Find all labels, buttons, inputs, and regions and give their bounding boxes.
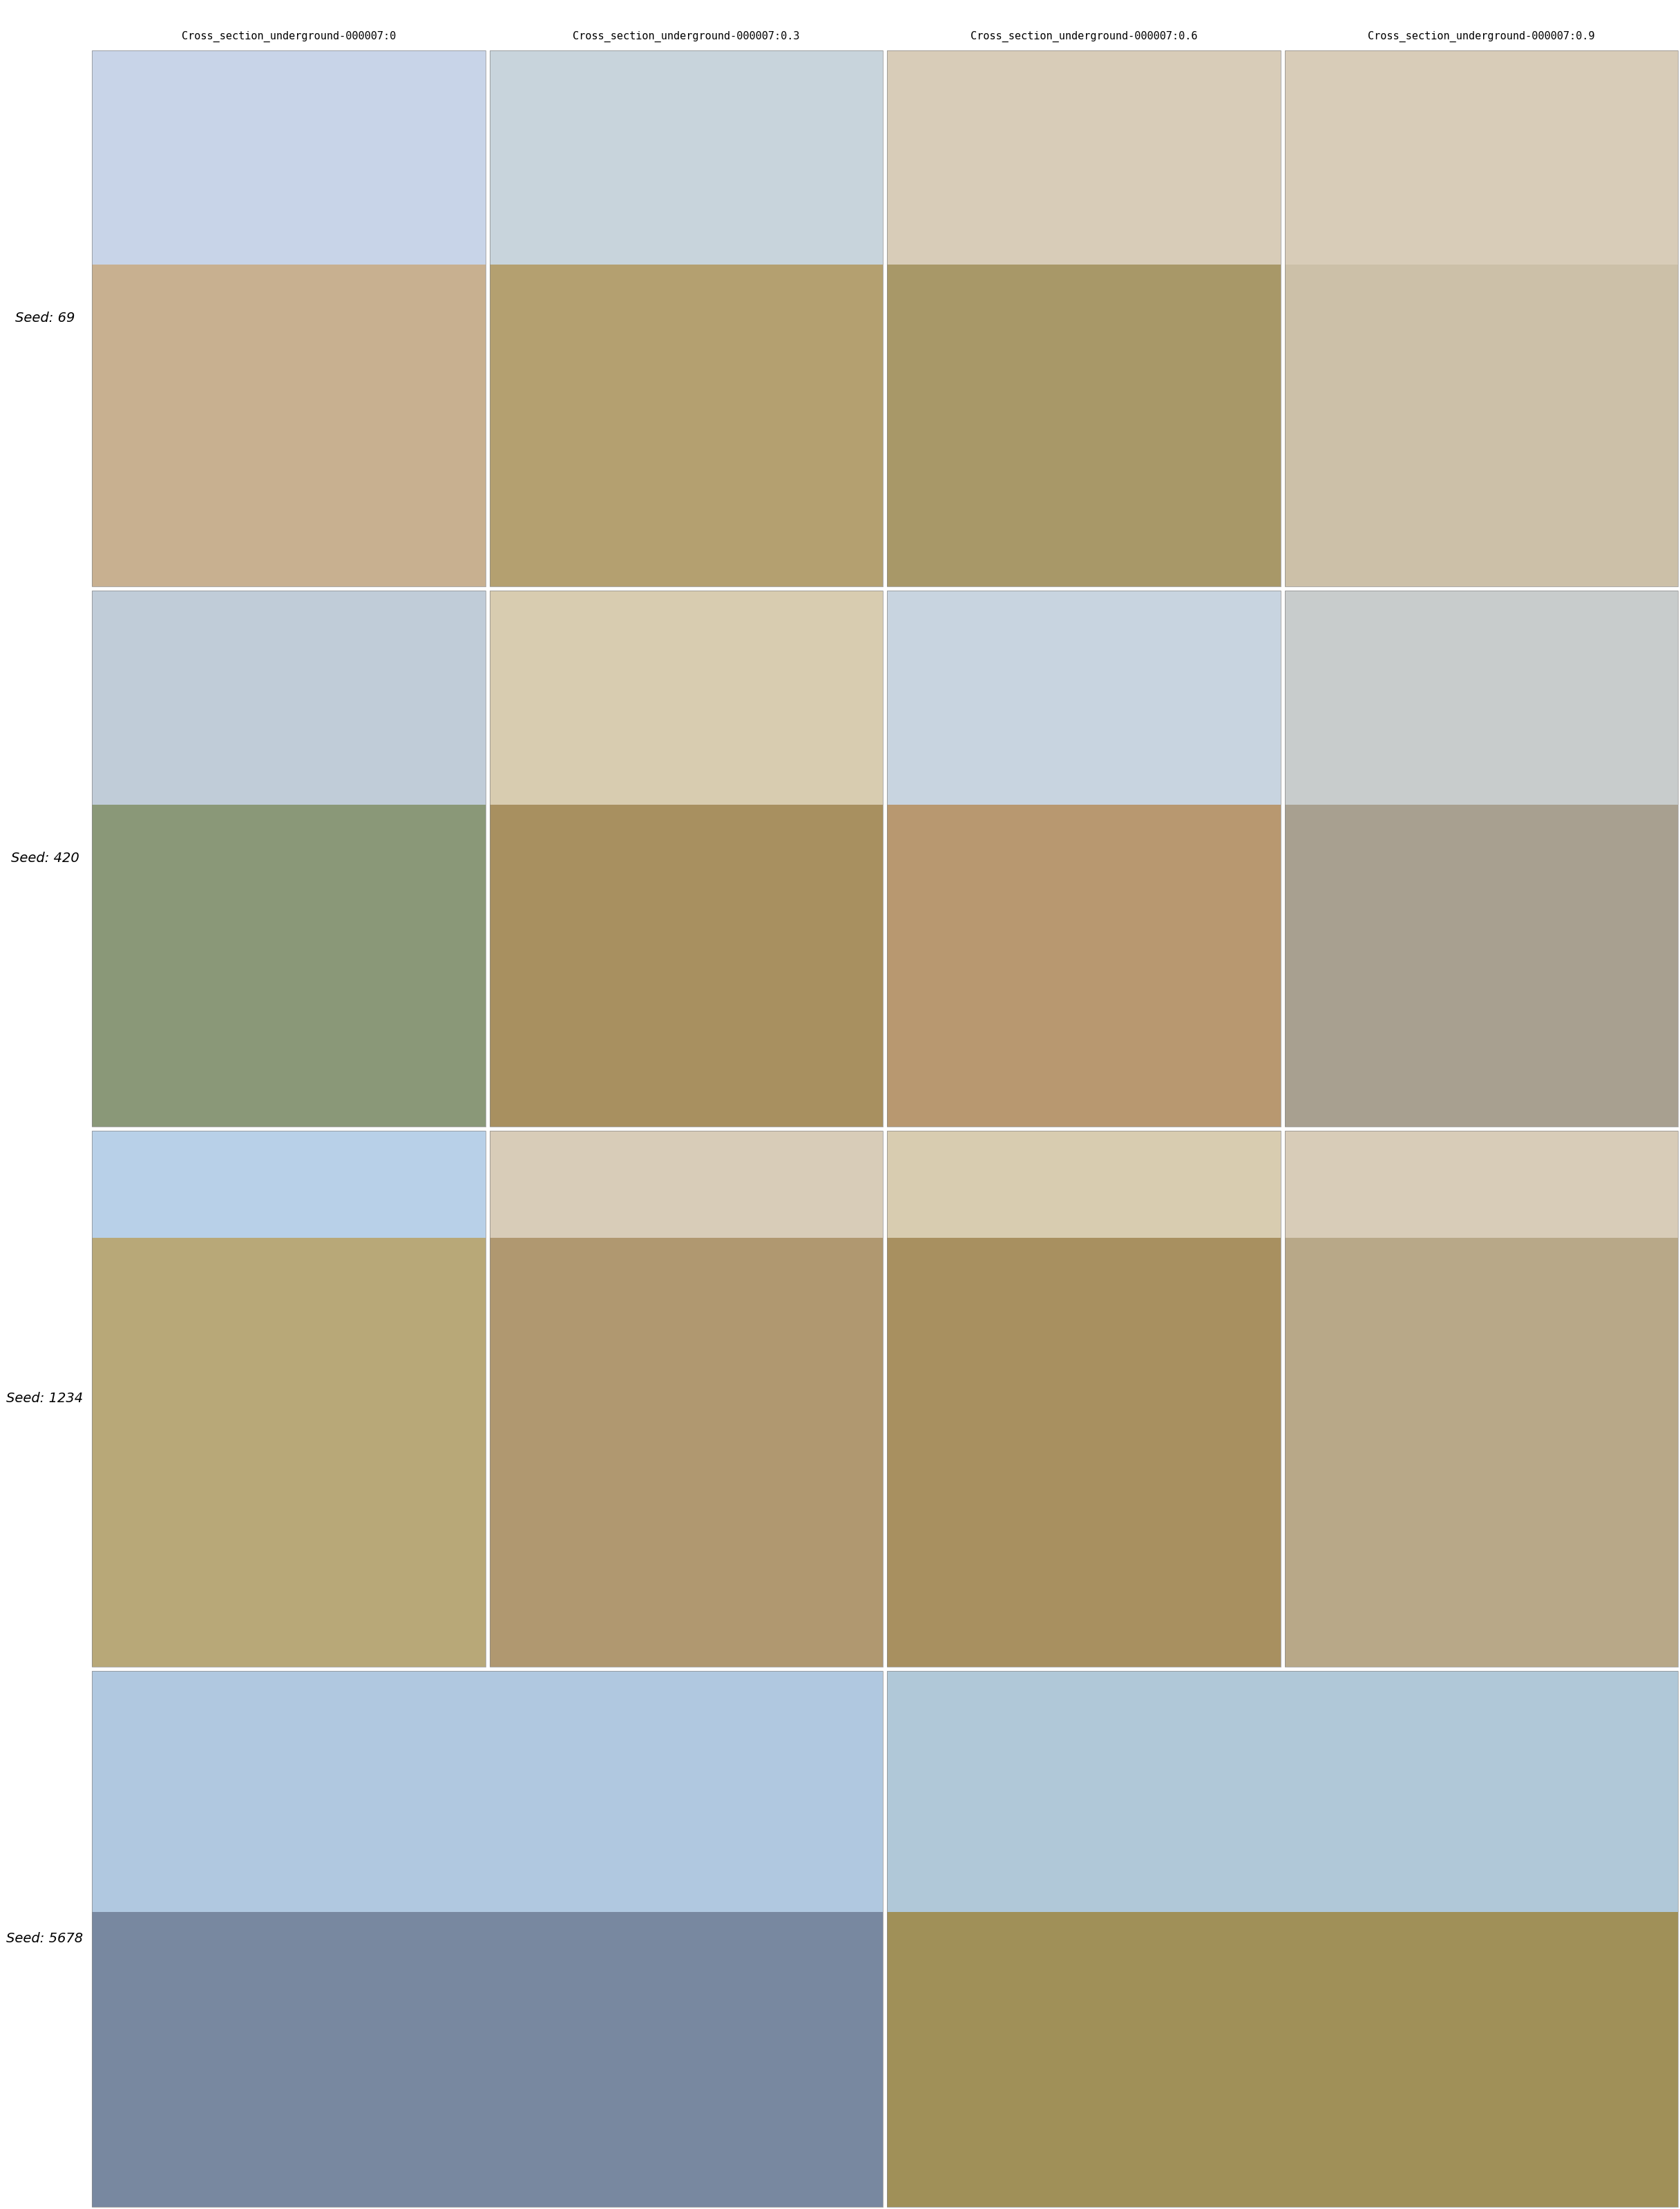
Bar <box>1285 1131 1678 1237</box>
Bar <box>92 804 486 1127</box>
Text: Cross_section_underground-000007:0.9: Cross_section_underground-000007:0.9 <box>1368 31 1594 42</box>
Bar <box>92 1913 882 2207</box>
Bar <box>92 51 486 585</box>
Bar <box>887 1131 1280 1668</box>
Bar <box>1285 1237 1678 1668</box>
Bar <box>92 265 486 585</box>
Bar <box>1285 1131 1678 1668</box>
Bar <box>887 1237 1280 1668</box>
Bar <box>92 1670 882 1913</box>
Bar <box>489 51 882 265</box>
Bar <box>92 590 486 804</box>
Text: Seed: 69: Seed: 69 <box>15 311 74 325</box>
Bar <box>92 1670 882 2207</box>
Bar <box>1285 804 1678 1127</box>
Bar <box>92 1131 486 1237</box>
Bar <box>489 590 882 1127</box>
Text: Cross_section_underground-000007:0.3: Cross_section_underground-000007:0.3 <box>573 31 800 42</box>
Bar <box>887 1670 1678 2207</box>
Bar <box>489 265 882 585</box>
Bar <box>1285 51 1678 265</box>
Bar <box>489 590 882 804</box>
Bar <box>887 1131 1280 1237</box>
Bar <box>1285 265 1678 585</box>
Text: Seed: 420: Seed: 420 <box>10 853 79 866</box>
Bar <box>1285 590 1678 804</box>
Bar <box>489 1131 882 1668</box>
Bar <box>489 804 882 1127</box>
Bar <box>92 51 486 265</box>
Bar <box>887 51 1280 585</box>
Text: Seed: 1234: Seed: 1234 <box>7 1392 84 1405</box>
Bar <box>887 51 1280 265</box>
Bar <box>887 804 1280 1127</box>
Bar <box>1285 590 1678 1127</box>
Bar <box>887 1670 1678 1913</box>
Bar <box>489 1131 882 1237</box>
Bar <box>887 590 1280 804</box>
Bar <box>489 1237 882 1668</box>
Bar <box>887 1913 1678 2207</box>
Bar <box>1285 51 1678 585</box>
Text: Cross_section_underground-000007:0: Cross_section_underground-000007:0 <box>181 31 396 42</box>
Bar <box>92 1131 486 1668</box>
Bar <box>489 51 882 585</box>
Bar <box>92 1237 486 1668</box>
Text: Cross_section_underground-000007:0.6: Cross_section_underground-000007:0.6 <box>971 31 1198 42</box>
Text: Seed: 5678: Seed: 5678 <box>7 1933 84 1946</box>
Bar <box>887 590 1280 1127</box>
Bar <box>887 265 1280 585</box>
Bar <box>92 590 486 1127</box>
